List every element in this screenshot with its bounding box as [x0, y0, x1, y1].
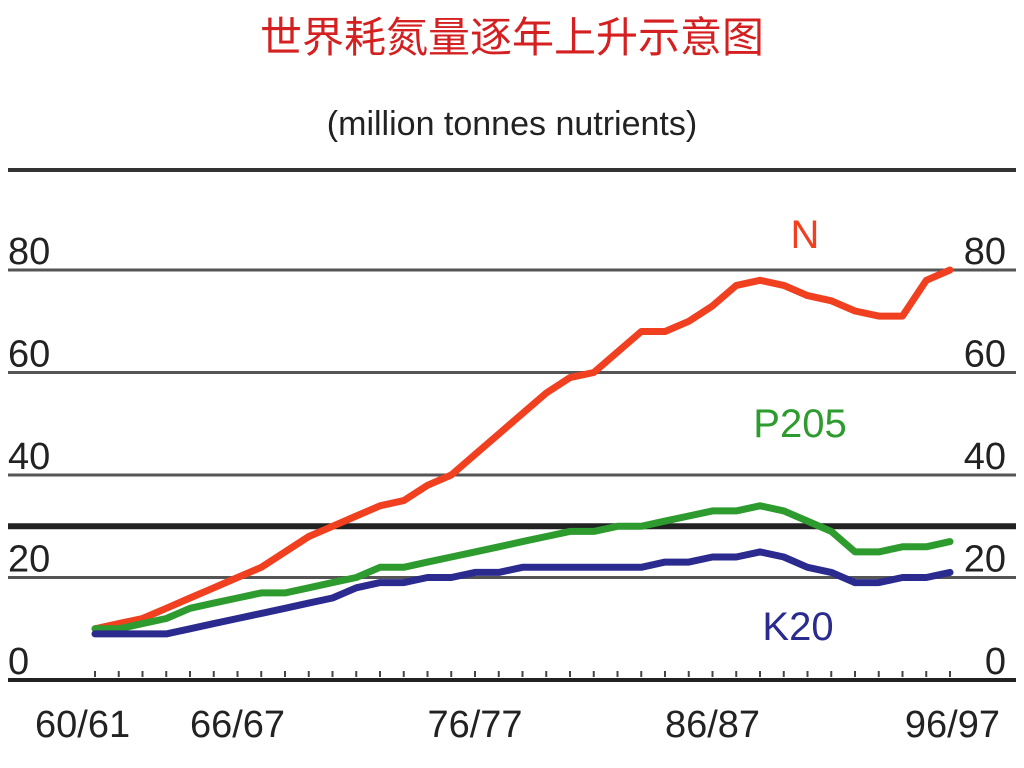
y-tick-label-right: 20 [964, 539, 1006, 581]
y-tick-label-right: 60 [964, 334, 1006, 376]
series-line-p205 [91, 502, 954, 633]
series-label-p205: P205 [753, 402, 846, 446]
y-tick-label-left: 20 [8, 539, 50, 581]
y-tick-label-right: 0 [985, 641, 1006, 683]
chart-subtitle: (million tonnes nutrients) [326, 105, 698, 143]
series-label-n: N [791, 213, 820, 257]
y-tick-label-left: 80 [8, 231, 50, 273]
x-tick-label: 96/97 [905, 704, 1000, 746]
series-lines [91, 266, 954, 638]
y-tick-label-left: 40 [8, 436, 50, 478]
series-line-k20 [91, 548, 954, 638]
y-tick-label-left: 60 [8, 334, 50, 376]
y-tick-label-right: 40 [964, 436, 1006, 478]
series-line-n [91, 266, 954, 633]
x-tick-label: 76/77 [427, 704, 522, 746]
x-tick-label: 66/67 [190, 704, 285, 746]
series-labels: N P205 K20 [753, 213, 846, 649]
tick-labels: 0 0 20 20 40 40 60 60 80 80 60/61 66/67 76/77 86/87 96… [8, 231, 1006, 746]
line-chart: 0 0 20 20 40 40 60 60 80 80 60/61 66/67 76/77 86/87 96… [8, 168, 1016, 746]
series-label-k20: K20 [762, 605, 833, 649]
gridlines [8, 168, 1016, 682]
chart-title: 世界耗氮量逐年上升示意图 [259, 13, 764, 62]
x-tick-label: 86/87 [665, 704, 760, 746]
y-tick-label-right: 80 [964, 231, 1006, 273]
y-tick-label-left: 0 [8, 641, 29, 683]
x-tick-label: 60/61 [35, 704, 130, 746]
